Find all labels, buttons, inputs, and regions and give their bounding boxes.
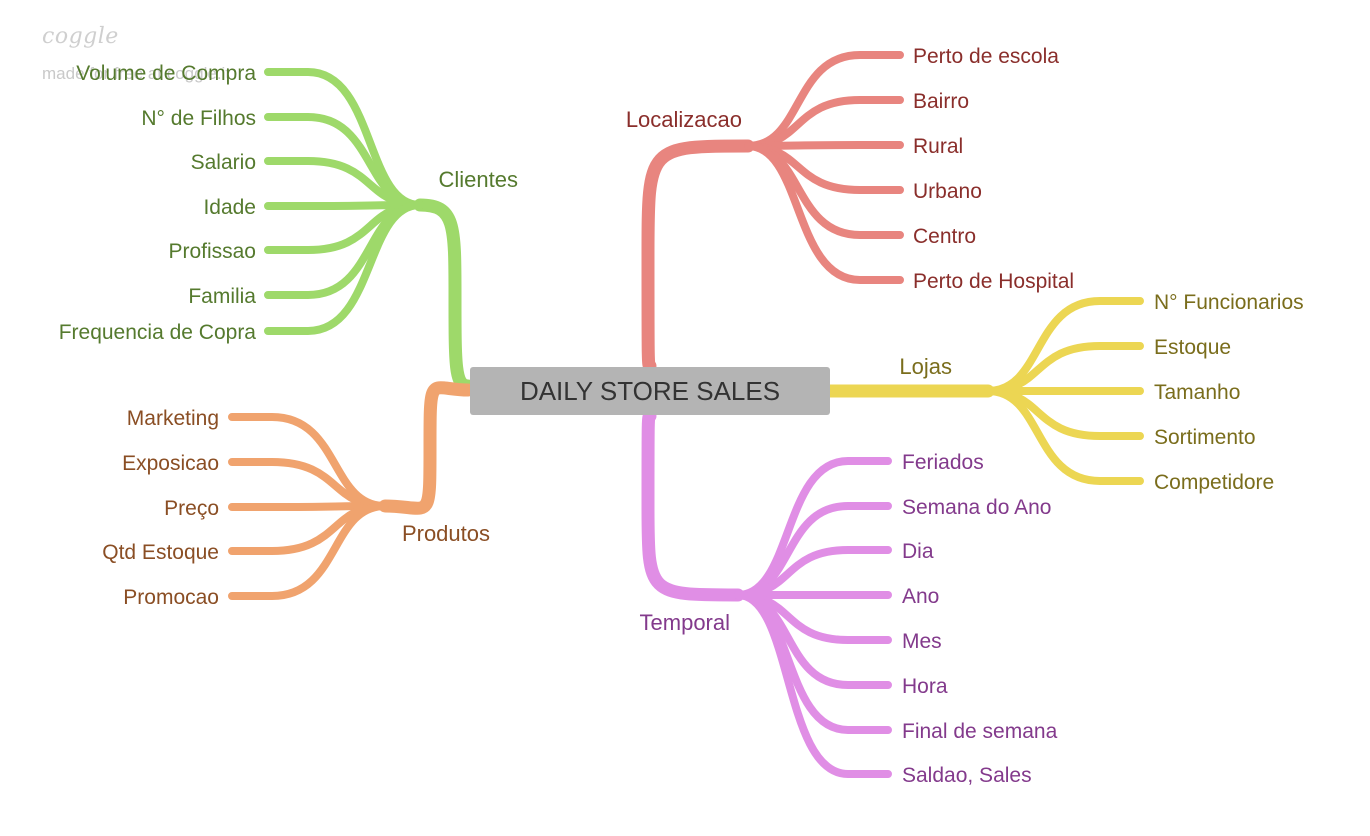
leaf-label-clientes-4[interactable]: Profissao <box>168 240 256 263</box>
leaf-label-temporal-4[interactable]: Mes <box>902 630 942 653</box>
leaf-label-produtos-2[interactable]: Preço <box>164 497 219 520</box>
leaf-label-temporal-0[interactable]: Feriados <box>902 451 984 474</box>
leaf-label-lojas-3[interactable]: Sortimento <box>1154 426 1256 449</box>
leaf-label-lojas-4[interactable]: Competidore <box>1154 471 1274 494</box>
branch-connector-localizacao <box>641 139 755 373</box>
leaf-link-produtos-1 <box>228 458 389 510</box>
leaf-label-produtos-1[interactable]: Exposicao <box>122 452 219 475</box>
leaf-label-produtos-4[interactable]: Promocao <box>123 586 219 609</box>
leaf-label-clientes-2[interactable]: Salario <box>191 151 256 174</box>
leaf-label-clientes-1[interactable]: N° de Filhos <box>141 107 256 130</box>
leaf-label-produtos-0[interactable]: Marketing <box>127 407 219 430</box>
leaf-label-temporal-7[interactable]: Saldao, Sales <box>902 764 1032 787</box>
leaf-label-clientes-5[interactable]: Familia <box>188 285 256 308</box>
branch-localizacao <box>641 51 904 373</box>
leaf-link-temporal-0 <box>734 457 892 599</box>
branch-connector-temporal <box>641 409 745 602</box>
leaf-link-temporal-6 <box>734 591 892 734</box>
leaf-label-lojas-2[interactable]: Tamanho <box>1154 381 1240 404</box>
leaf-label-temporal-5[interactable]: Hora <box>902 675 948 698</box>
root-node[interactable]: DAILY STORE SALES <box>470 367 830 415</box>
leaf-label-temporal-1[interactable]: Semana do Ano <box>902 496 1051 519</box>
leaf-link-lojas-4 <box>984 387 1144 485</box>
root-node-box[interactable] <box>470 367 830 415</box>
branch-label-clientes[interactable]: Clientes <box>439 167 518 192</box>
leaf-label-clientes-6[interactable]: Frequencia de Copra <box>59 321 257 344</box>
leaf-label-lojas-0[interactable]: N° Funcionarios <box>1154 291 1304 314</box>
leaf-label-localizacao-4[interactable]: Centro <box>913 225 976 248</box>
coggle-watermark-text: made for free at coggle.it <box>42 64 231 83</box>
leaf-label-temporal-6[interactable]: Final de semana <box>902 720 1058 743</box>
root-node-label: DAILY STORE SALES <box>520 376 780 406</box>
branch-produtos <box>228 381 475 600</box>
leaf-label-temporal-3[interactable]: Ano <box>902 585 939 608</box>
leaf-link-produtos-4 <box>228 502 389 600</box>
leaf-label-localizacao-3[interactable]: Urbano <box>913 180 982 203</box>
branch-connector-produtos <box>378 381 475 515</box>
branch-label-temporal[interactable]: Temporal <box>640 610 730 635</box>
leaf-link-clientes-0 <box>264 68 424 209</box>
leaf-link-lojas-1 <box>984 342 1144 395</box>
leaf-label-localizacao-2[interactable]: Rural <box>913 135 963 158</box>
leaf-label-produtos-3[interactable]: Qtd Estoque <box>102 541 219 564</box>
leaf-link-localizacao-1 <box>744 96 904 150</box>
leaf-link-temporal-2 <box>734 546 892 599</box>
leaf-label-localizacao-5[interactable]: Perto de Hospital <box>913 270 1074 293</box>
coggle-logo: coggle <box>42 24 119 49</box>
leaf-label-clientes-0[interactable]: Volume de Compra <box>76 62 256 85</box>
branch-label-produtos[interactable]: Produtos <box>402 521 490 546</box>
leaf-label-localizacao-0[interactable]: Perto de escola <box>913 45 1059 68</box>
branch-label-lojas[interactable]: Lojas <box>899 354 952 379</box>
branch-clientes <box>264 68 475 393</box>
leaf-link-clientes-2 <box>264 157 424 209</box>
leaf-label-clientes-3[interactable]: Idade <box>203 196 256 219</box>
leaf-link-temporal-7 <box>734 591 892 778</box>
leaf-link-localizacao-5 <box>744 142 904 284</box>
branch-connector-clientes <box>413 198 475 393</box>
leaf-link-clientes-6 <box>264 201 424 335</box>
leaf-label-localizacao-1[interactable]: Bairro <box>913 90 969 113</box>
branch-lojas <box>823 297 1144 485</box>
branch-label-localizacao[interactable]: Localizacao <box>626 107 742 132</box>
branch-temporal <box>641 409 892 778</box>
leaf-label-temporal-2[interactable]: Dia <box>902 540 934 563</box>
leaf-label-lojas-1[interactable]: Estoque <box>1154 336 1231 359</box>
